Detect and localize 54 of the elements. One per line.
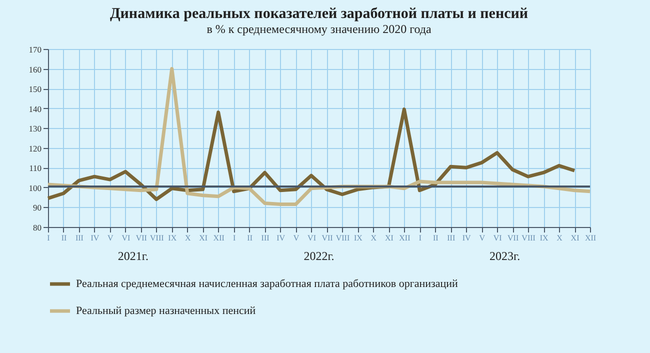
x-tick-label: VII bbox=[508, 234, 519, 242]
text: 2021г. bbox=[118, 249, 148, 263]
x-tick-label: IV bbox=[462, 234, 472, 242]
y-tick-label: 110 bbox=[29, 163, 42, 174]
legend-label: Реальный размер назначенных пенсий bbox=[76, 305, 256, 317]
x-tick-label: II bbox=[432, 234, 439, 242]
x-tick-label: I bbox=[47, 234, 50, 242]
x-tick-label: V bbox=[293, 234, 300, 242]
chart-subtitle: в % к среднемесячному значению 2020 года bbox=[206, 22, 432, 36]
x-tick-label: VI bbox=[493, 234, 502, 242]
x-tick-label: XII bbox=[584, 234, 596, 242]
text: 2023г. bbox=[490, 249, 520, 263]
x-tick-label: XI bbox=[384, 234, 394, 242]
x-tick-label: I bbox=[418, 234, 422, 242]
x-tick-label: II bbox=[61, 234, 67, 242]
x-tick-label: VIII bbox=[522, 234, 536, 242]
x-tick-label: VII bbox=[136, 234, 148, 242]
x-tick-label: VI bbox=[122, 234, 130, 242]
x-tick-label: IX bbox=[354, 234, 363, 242]
x-tick-label: VIII bbox=[150, 234, 164, 242]
x-tick-label: XII bbox=[399, 234, 411, 242]
x-tick-label: II bbox=[247, 234, 253, 242]
x-tick-label: III bbox=[447, 234, 456, 242]
y-tick-label: 120 bbox=[28, 143, 42, 154]
x-tick-label: III bbox=[75, 234, 84, 242]
x-tick-label: IX bbox=[168, 234, 177, 242]
text: 2022г. bbox=[304, 249, 334, 263]
y-tick-label: 90 bbox=[33, 202, 42, 213]
x-tick-label: X bbox=[184, 234, 191, 242]
legend-label: Реальная среднемесячная начисленная заработная плата работников организаций bbox=[76, 278, 458, 290]
x-tick-label: XI bbox=[570, 234, 580, 242]
y-tick-label: 130 bbox=[28, 124, 42, 134]
y-tick-label: 160 bbox=[28, 64, 42, 74]
x-tick-label: VII bbox=[322, 234, 334, 242]
x-tick-label: X bbox=[370, 234, 377, 242]
x-tick-label: IV bbox=[90, 234, 100, 242]
x-tick-label: VIII bbox=[336, 234, 350, 242]
y-tick-label: 170 bbox=[28, 44, 42, 54]
x-tick-label: I bbox=[232, 234, 236, 242]
y-tick-label: 80 bbox=[33, 222, 42, 232]
y-tick-label: 100 bbox=[28, 182, 42, 193]
y-tick-label: 150 bbox=[28, 84, 42, 94]
line-series bbox=[46, 108, 576, 202]
x-tick-label: VI bbox=[308, 234, 316, 242]
x-tick-label: V bbox=[108, 234, 114, 242]
x-tick-label: XI bbox=[199, 234, 208, 242]
y-tick-label: 140 bbox=[28, 104, 42, 114]
x-tick-label: X bbox=[556, 234, 563, 242]
x-tick-label: III bbox=[261, 234, 270, 242]
x-tick-label: IX bbox=[540, 234, 548, 242]
chart-title: Динамика реальных показателей заработной платы и пенсий bbox=[110, 6, 528, 22]
x-tick-label: IV bbox=[276, 234, 286, 242]
x-tick-label: V bbox=[479, 234, 486, 242]
x-tick-label: XII bbox=[213, 234, 225, 242]
